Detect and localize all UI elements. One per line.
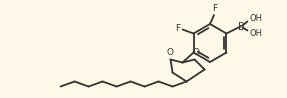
Text: B: B — [238, 21, 245, 31]
Text: F: F — [212, 4, 218, 13]
Text: O: O — [166, 48, 173, 57]
Text: OH: OH — [249, 14, 262, 23]
Text: F: F — [175, 24, 181, 33]
Text: OH: OH — [249, 29, 262, 38]
Text: O: O — [192, 48, 199, 57]
